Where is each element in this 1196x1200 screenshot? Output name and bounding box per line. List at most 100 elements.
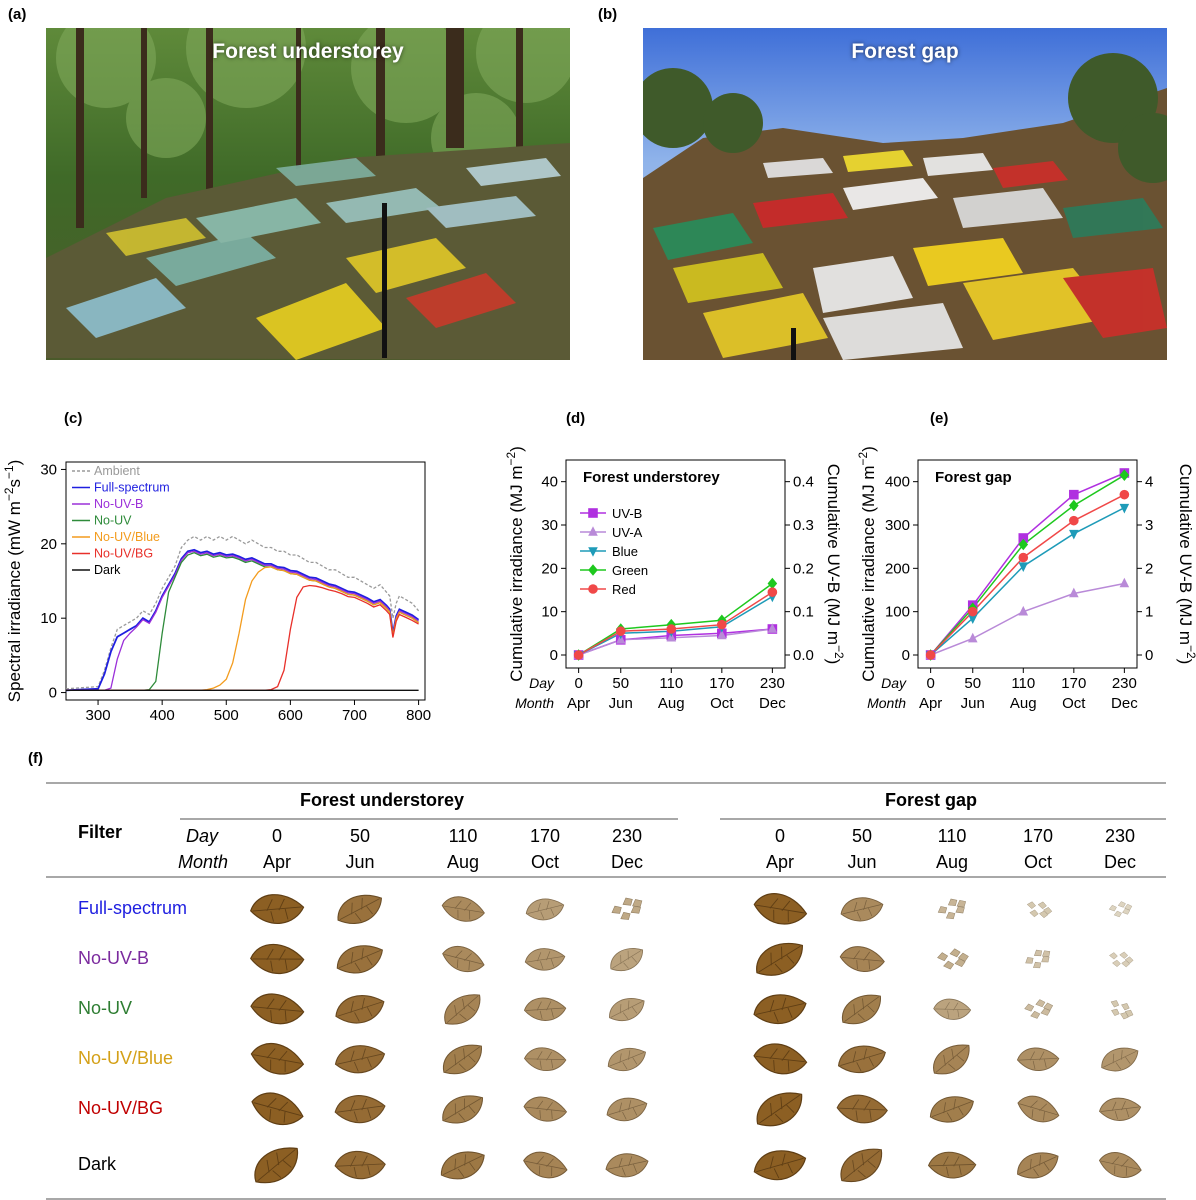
table-header-rule	[46, 876, 1166, 878]
table-day-understorey: 230	[611, 826, 643, 846]
leaf-photo-understorey	[442, 1095, 484, 1124]
chart-d-y2tick-label: 0.4	[793, 474, 814, 491]
leaf-photo-understorey	[606, 1097, 648, 1122]
leaf-photo-understorey	[250, 1043, 305, 1075]
chart-e-ytick-label: 400	[885, 474, 910, 491]
leaf-photo-understorey	[337, 894, 382, 925]
table-group-rule-understorey	[180, 818, 678, 820]
photo-title-understorey: Forest understorey	[212, 40, 404, 63]
chart-e-y2label: Cumulative UV-B (MJ m−2)	[1176, 464, 1196, 665]
chart-d-month-tick: Jun	[609, 695, 633, 712]
leaf-photo-gap	[756, 1092, 803, 1127]
table-group-rule-gap	[720, 818, 1166, 820]
chart-d-legend-label-uv-a: UV-A	[612, 525, 643, 540]
chart-c-xtick-label: 500	[214, 707, 239, 724]
chart-c-ytick-label: 30	[40, 461, 57, 478]
leaf-photo-gap	[1110, 1000, 1134, 1020]
leaf-photo-gap	[1025, 949, 1051, 969]
leaf-photo-understorey	[250, 943, 305, 975]
chart-d-ytick-label: 20	[541, 560, 558, 577]
table-month-understorey: Jun	[345, 852, 375, 872]
spectral-irradiance-chart: 3004005006007008000102030Wavelength (nm)…	[2, 460, 431, 724]
table-bottom-rule	[46, 1198, 1166, 1200]
chart-e-y2tick-label: 0	[1145, 647, 1153, 664]
chart-d-ytick-label: 0	[550, 647, 558, 664]
chart-d-point-red	[573, 650, 584, 660]
table-month-gap: Oct	[1023, 852, 1052, 872]
chart-d-month-tick: Aug	[658, 695, 685, 712]
chart-c-series-ambient	[65, 535, 420, 690]
leaf-photo-understorey	[442, 1044, 482, 1075]
leaf-photo-understorey	[523, 1047, 567, 1072]
table-filter-name: No-UV-B	[78, 948, 150, 968]
chart-d-day-tick: 170	[709, 675, 734, 692]
leaf-photo-understorey	[524, 948, 566, 971]
chart-c-xtick-label: 700	[342, 707, 367, 724]
leaf-photo-gap	[927, 1151, 977, 1179]
table-day-understorey: 170	[529, 826, 561, 846]
chart-e-point-green	[1119, 469, 1130, 481]
leaf-photo-understorey	[334, 1095, 386, 1124]
chart-e-point-red	[1069, 515, 1079, 526]
chart-d-point-green	[767, 577, 778, 590]
leaf-photo-understorey	[607, 1047, 646, 1071]
leaf-photo-gap	[839, 946, 885, 972]
chart-e-month-tick: Apr	[919, 695, 942, 712]
chart-e-y2tick-label: 1	[1145, 604, 1153, 621]
leaf-photo-gap	[840, 897, 884, 922]
chart-e-day-tick: 170	[1061, 675, 1086, 692]
chart-e-month-tick: Aug	[1010, 695, 1037, 712]
chart-e-point-blue	[1069, 529, 1079, 540]
chart-e-line-green	[930, 474, 1125, 656]
panel-label-d: (d)	[566, 410, 586, 427]
chart-d-y2tick-label: 0.2	[793, 560, 814, 577]
leaf-photo-gap	[753, 994, 807, 1025]
table-day-gap: 50	[851, 826, 873, 846]
leaf-photo-understorey	[254, 1147, 299, 1184]
leaf-photo-gap	[937, 948, 969, 970]
chart-d-legend-marker-uv-b	[588, 508, 598, 518]
chart-c-legend-label-full: Full-spectrum	[94, 481, 170, 495]
chart-d-frame	[565, 459, 786, 669]
chart-d-month-tick: Oct	[710, 695, 734, 712]
leaf-photo-gap	[1016, 1047, 1060, 1071]
chart-c-ytick-label: 0	[49, 685, 57, 702]
chart-c-legend-label-dark: Dark	[94, 563, 121, 577]
photo-forest-understorey: Forest understorey	[46, 28, 570, 360]
leaf-photo-gap	[1098, 1152, 1142, 1178]
leaf-photo-gap	[933, 998, 972, 1020]
chart-c-ylabel: Spectral irradiance (mW m−2s−1)	[2, 460, 24, 703]
chart-d-point-red	[767, 587, 778, 597]
chart-d-point-uv-a	[717, 629, 727, 640]
chart-e-ytick-label: 0	[902, 647, 910, 664]
leaf-photo-understorey	[250, 894, 305, 924]
chart-d-day-tick: 230	[760, 675, 785, 692]
chart-e-point-uv-a	[1018, 605, 1029, 616]
leaf-photo-gap	[1109, 951, 1134, 968]
chart-e-point-red	[967, 606, 978, 617]
chart-e-point-blue	[1119, 503, 1130, 514]
chart-d-month-tick: Apr	[567, 695, 590, 712]
photo-title-gap: Forest gap	[851, 40, 959, 63]
table-month-label: Month	[178, 852, 229, 872]
leaf-photo-understorey	[523, 1096, 568, 1122]
leaf-photo-understorey	[609, 998, 645, 1022]
chart-e-point-red	[925, 650, 936, 660]
leaf-photo-gap	[841, 994, 881, 1025]
chart-e-day-tick: 230	[1112, 675, 1137, 692]
table-day-understorey: 0	[271, 826, 282, 846]
chart-d-y2label: Cumulative UV-B (MJ m−2)	[824, 464, 845, 665]
table-day-gap: 230	[1104, 826, 1136, 846]
leaf-photo-gap	[753, 1150, 807, 1181]
chart-e-point-uv-b	[1018, 533, 1029, 543]
chart-e-day-tick: 50	[964, 675, 981, 692]
chart-c-legend-label-nouvblue: No-UV/Blue	[94, 530, 160, 544]
chart-c-series-full	[65, 548, 420, 692]
chart-d-legend-label-red: Red	[612, 582, 636, 597]
chart-d-day-tick: 50	[612, 675, 629, 692]
table-month-gap: Aug	[935, 852, 969, 872]
leaf-photo-understorey	[444, 994, 481, 1025]
chart-c-ytick-label: 10	[40, 610, 57, 627]
chart-d-y2tick-label: 0.3	[793, 517, 814, 534]
chart-e-point-uv-a	[1119, 577, 1130, 588]
